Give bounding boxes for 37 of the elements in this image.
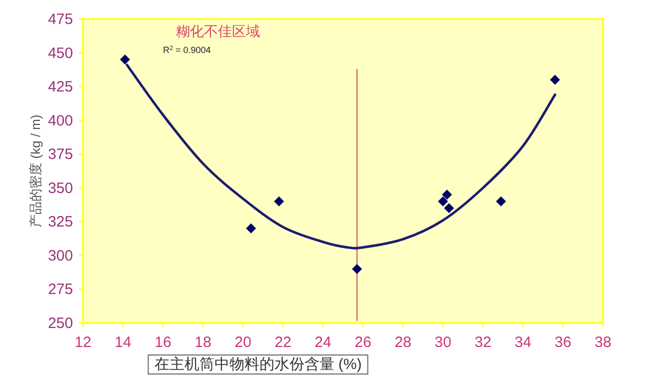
x-tick-label: 16 — [154, 334, 172, 351]
x-tick-label: 22 — [274, 334, 292, 351]
x-tick-label: 26 — [354, 334, 372, 351]
y-tick-label: 275 — [48, 281, 73, 298]
point — [496, 196, 506, 206]
point — [120, 54, 130, 65]
ref-line-label: 糊化不佳区域 — [176, 23, 260, 39]
x-axis-title: 在主机筒中物料的水份含量 (%) — [154, 356, 362, 373]
point — [444, 203, 454, 214]
y-axis-title: 产品的密度 (kg / m) — [28, 114, 43, 228]
x-tick-label: 38 — [594, 334, 612, 351]
x-tick-label: 20 — [234, 334, 252, 351]
point — [274, 196, 284, 206]
point — [442, 190, 452, 200]
x-tick-label: 30 — [434, 334, 452, 351]
x-tick-label: 12 — [74, 334, 92, 351]
y-tick-label: 250 — [48, 315, 73, 332]
x-tick-label: 18 — [194, 334, 212, 351]
point — [438, 196, 448, 206]
y-tick-label: 475 — [48, 11, 73, 28]
y-tick-label: 375 — [48, 146, 73, 164]
y-tick-label: 325 — [48, 214, 73, 231]
x-tick-label: 28 — [394, 334, 412, 351]
x-tick-label: 36 — [554, 334, 572, 351]
y-tick-label: 350 — [48, 180, 73, 197]
x-tick-label: 32 — [474, 334, 492, 351]
x-tick-label: 24 — [314, 334, 332, 351]
y-tick-label: 300 — [48, 247, 73, 264]
y-tick-label: 400 — [48, 112, 73, 130]
y-tick-label: 425 — [48, 78, 73, 96]
point — [352, 264, 362, 274]
x-tick-label: 14 — [114, 334, 132, 351]
point — [246, 223, 256, 234]
x-tick-label: 34 — [514, 334, 532, 351]
annotation: R$^{2}$ = 0.9004 — [163, 44, 211, 55]
point — [550, 74, 560, 85]
y-tick-label: 450 — [48, 44, 73, 62]
